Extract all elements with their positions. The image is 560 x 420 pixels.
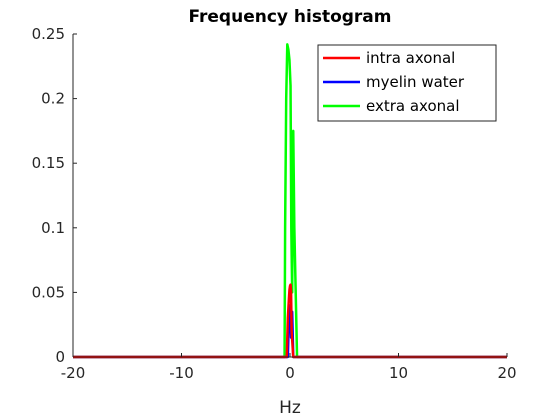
chart-title: Frequency histogram	[188, 7, 391, 27]
series-line-intra-axonal	[73, 283, 507, 359]
x-tick-label: 0	[285, 364, 295, 382]
y-tick-label: 0.05	[32, 283, 65, 301]
series-layer	[73, 43, 507, 359]
x-tick-label: 10	[389, 364, 408, 382]
x-tick-label: -20	[61, 364, 86, 382]
x-tick-label: -10	[169, 364, 194, 382]
x-tick-label: 20	[497, 364, 516, 382]
y-tick-label: 0.25	[32, 25, 65, 43]
legend-label: intra axonal	[366, 49, 455, 67]
y-tick-label: 0.1	[41, 219, 65, 237]
legend-label: myelin water	[366, 73, 465, 91]
y-tick-label: 0	[55, 348, 65, 366]
y-tick-label: 0.15	[32, 154, 65, 172]
legend: intra axonal myelin water extra axonal	[317, 44, 497, 122]
series-line-extra-axonal	[73, 43, 507, 359]
y-tick-label: 0.2	[41, 90, 65, 108]
axes-layer: -20 -10 0 10 20 0 0.05 0.1 0.15 0.2 0.25	[32, 25, 517, 382]
x-axis-label: Hz	[279, 398, 301, 418]
legend-label: extra axonal	[366, 97, 460, 115]
